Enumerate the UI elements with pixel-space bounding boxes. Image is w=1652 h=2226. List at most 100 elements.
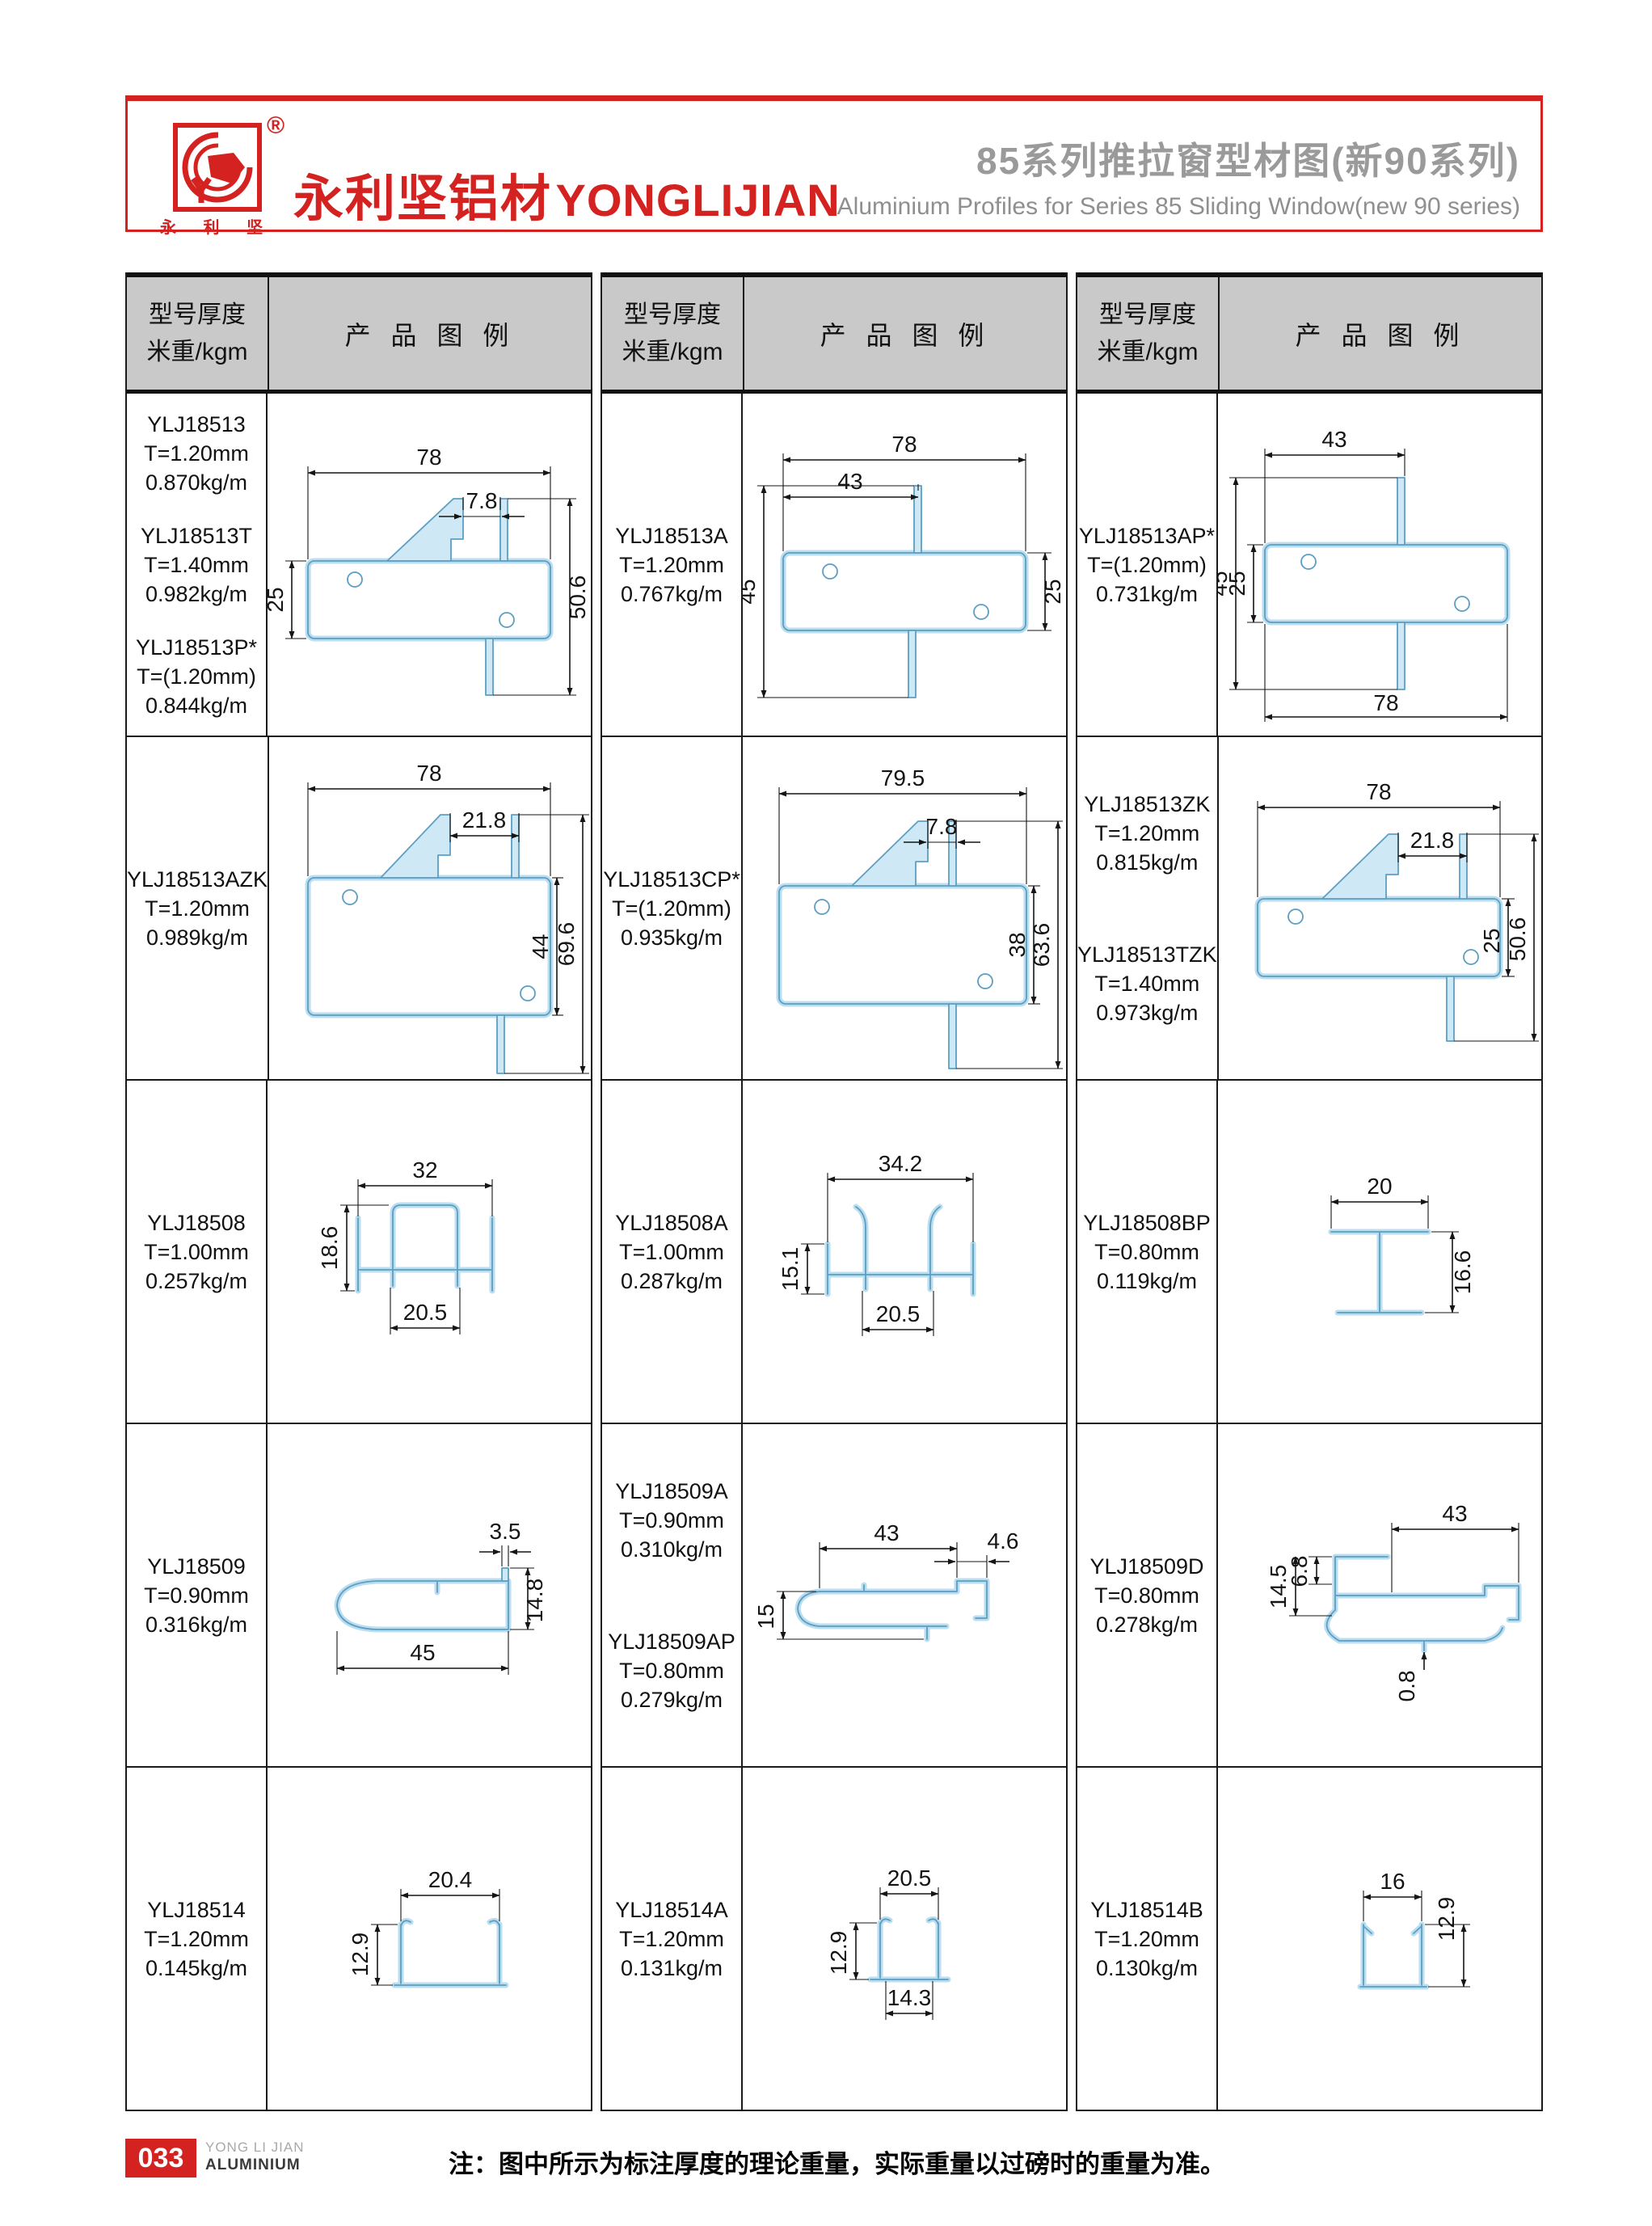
header-model-col: 型号厚度 米重/kgm (127, 277, 269, 390)
meter-weight: 0.278kg/m (1095, 1612, 1199, 1637)
spec-block: YLJ18514B T=1.20mm 0.130kg/m (1090, 1895, 1203, 1983)
dim-label: 6.8 (1287, 1555, 1312, 1587)
spec-block: YLJ18509D T=0.80mm 0.278kg/m (1089, 1552, 1203, 1639)
dimension-lines (1229, 448, 1508, 722)
drawing-cell: 32 18.6 20.5 (268, 1081, 591, 1423)
thickness: T=(1.20mm) (137, 664, 256, 689)
profile-diagram-ylj18513zk: 78 21.8 25 50.6 (1254, 779, 1539, 1042)
dim-label: 43 (1442, 1501, 1467, 1526)
dim-label: 12.9 (348, 1932, 373, 1976)
profile-shape (794, 1578, 990, 1642)
spec-block: YLJ18508BP T=0.80mm 0.119kg/m (1083, 1208, 1211, 1296)
dimension-lines (801, 1172, 974, 1336)
profile-shape (1324, 1554, 1522, 1653)
spec-cell: YLJ18514B T=1.20mm 0.130kg/m (1077, 1768, 1218, 2110)
dim-label: 20.5 (887, 1866, 932, 1891)
thickness: T=(1.20mm) (612, 896, 731, 921)
profile-diagram-ylj18509d: 6.8 43 14.5 0.8 (1266, 1501, 1522, 1701)
spec-block: YLJ18513P* T=(1.20mm) 0.844kg/m (136, 633, 257, 720)
dim-label: 20.5 (403, 1300, 448, 1325)
dimension-lines (1289, 1522, 1519, 1670)
drawing-cell: 34.2 15.1 20.5 (743, 1081, 1066, 1423)
dim-label: 25 (1479, 928, 1504, 953)
dimension-lines (757, 453, 1051, 698)
meter-weight: 0.257kg/m (145, 1268, 248, 1293)
model-code: YLJ18514B (1090, 1897, 1203, 1922)
thickness: T=0.90mm (619, 1507, 724, 1532)
model-code: YLJ18513AZK (126, 866, 268, 892)
profile-shape (334, 1566, 512, 1632)
spec-cell: YLJ18513AP* T=(1.20mm) 0.731kg/m (1077, 394, 1218, 736)
dim-label: 25 (1224, 571, 1250, 596)
dimension-lines (1363, 1890, 1470, 1988)
profile-table-group-3: 型号厚度 米重/kgm 产 品 图 例 YLJ18513AP* T=(1.20mm… (1076, 272, 1543, 2111)
profile-diagram-ylj18514b: 16 12.9 (1357, 1869, 1470, 1989)
dim-label: 7.8 (926, 814, 958, 839)
dim-label: 14.3 (887, 1985, 932, 2010)
dim-label: 20.4 (428, 1867, 473, 1892)
footer-brand-name: YONG LI JIAN (205, 2140, 305, 2155)
dim-label: 50.6 (1505, 917, 1530, 961)
dim-label: 78 (1366, 779, 1391, 804)
profile-shape (1254, 833, 1503, 1042)
header-example-col: 产 品 图 例 (1295, 320, 1466, 350)
thickness: T=1.20mm (619, 1926, 724, 1951)
model-code: YLJ18508A (615, 1210, 728, 1235)
thickness: T=1.20mm (619, 552, 724, 577)
drawing-cell: 20.5 12.9 14.3 (743, 1768, 1066, 2110)
spec-block: YLJ18513TZK T=1.40mm 0.973kg/m (1077, 940, 1217, 1027)
profile-shape (355, 1202, 495, 1293)
dimension-lines (778, 786, 1063, 1069)
footer-note: 注：图中所示为标注厚度的理论重量，实际重量以过磅时的重量为准。 (449, 2150, 1225, 2178)
dim-label: 50.6 (565, 575, 590, 619)
table-row: YLJ18508A T=1.00mm 0.287kg/m (602, 1081, 1066, 1424)
meter-weight: 0.287kg/m (620, 1268, 723, 1293)
dimension-lines (849, 1887, 939, 2020)
drawing-cell: 16 12.9 (1218, 1768, 1541, 2110)
meter-weight: 0.935kg/m (620, 925, 723, 950)
model-code: YLJ18513T (140, 523, 253, 548)
dimension-lines (307, 782, 589, 1074)
table-row: YLJ18509D T=0.80mm 0.278kg/m (1077, 1424, 1541, 1768)
profile-diagram-ylj18513: 78 7.8 25 50.6 (268, 445, 590, 696)
dimension-lines (371, 1888, 500, 1986)
profile-diagram-ylj18508: 32 18.6 20.5 (317, 1157, 495, 1334)
table-row: YLJ18508 T=1.00mm 0.257kg/m (127, 1081, 591, 1424)
model-code: YLJ18508BP (1083, 1210, 1211, 1235)
table-row: YLJ18514 T=1.20mm 0.145kg/m (127, 1768, 591, 2110)
dim-label: 79.5 (881, 765, 925, 790)
dim-label: 78 (891, 432, 917, 457)
drawing-cell: 43 45 25 78 (1218, 394, 1541, 736)
spec-block: YLJ18513CP* T=(1.20mm) 0.935kg/m (603, 865, 740, 952)
profile-table-group-1: 型号厚度 米重/kgm 产 品 图 例 YLJ18513 T=1.20mm 0.8… (125, 272, 592, 2111)
dim-label: 43 (1321, 427, 1346, 452)
meter-weight: 0.973kg/m (1096, 1000, 1199, 1025)
spec-block: YLJ18513ZK T=1.20mm 0.815kg/m (1077, 790, 1217, 877)
model-code: YLJ18513CP* (603, 866, 740, 892)
table-row: YLJ18514A T=1.20mm 0.131kg/m (602, 1768, 1066, 2110)
dim-label: 43 (837, 469, 862, 494)
table-row: YLJ18508BP T=0.80mm 0.119kg/m (1077, 1081, 1541, 1424)
meter-weight: 0.989kg/m (145, 925, 249, 950)
meter-weight: 0.316kg/m (145, 1612, 248, 1637)
drawing-cell: 78 43 45 25 (743, 394, 1066, 736)
thickness: T=1.20mm (144, 1926, 249, 1951)
model-code: YLJ18509AP (608, 1629, 735, 1654)
thickness: T=1.40mm (144, 552, 249, 577)
thickness: T=0.80mm (1094, 1239, 1199, 1264)
spec-block: YLJ18513A T=1.20mm 0.767kg/m (615, 521, 728, 609)
spec-block: YLJ18514 T=1.20mm 0.145kg/m (144, 1895, 249, 1983)
drawing-cell: 78 21.8 44 69.6 (269, 737, 592, 1079)
dim-label: 18.6 (317, 1225, 342, 1270)
profile-table-group-2: 型号厚度 米重/kgm 产 品 图 例 YLJ18513A T=1.20mm 0.… (601, 272, 1068, 2111)
spec-cell: YLJ18513AZK T=1.20mm 0.989kg/m (127, 737, 269, 1079)
meter-weight: 0.131kg/m (620, 1955, 723, 1980)
thickness: T=1.40mm (1094, 971, 1200, 996)
series-title-block: 85系列推拉窗型材图(新90系列) Aluminium Profiles for… (837, 132, 1520, 221)
drawing-cell: 20.4 12.9 (268, 1768, 591, 2110)
dim-label: 34.2 (879, 1151, 923, 1176)
meter-weight: 0.844kg/m (145, 693, 248, 718)
profile-diagram-ylj18514: 20.4 12.9 (348, 1867, 509, 1988)
dimension-lines (777, 1541, 1009, 1640)
meter-weight: 0.731kg/m (1095, 581, 1199, 606)
